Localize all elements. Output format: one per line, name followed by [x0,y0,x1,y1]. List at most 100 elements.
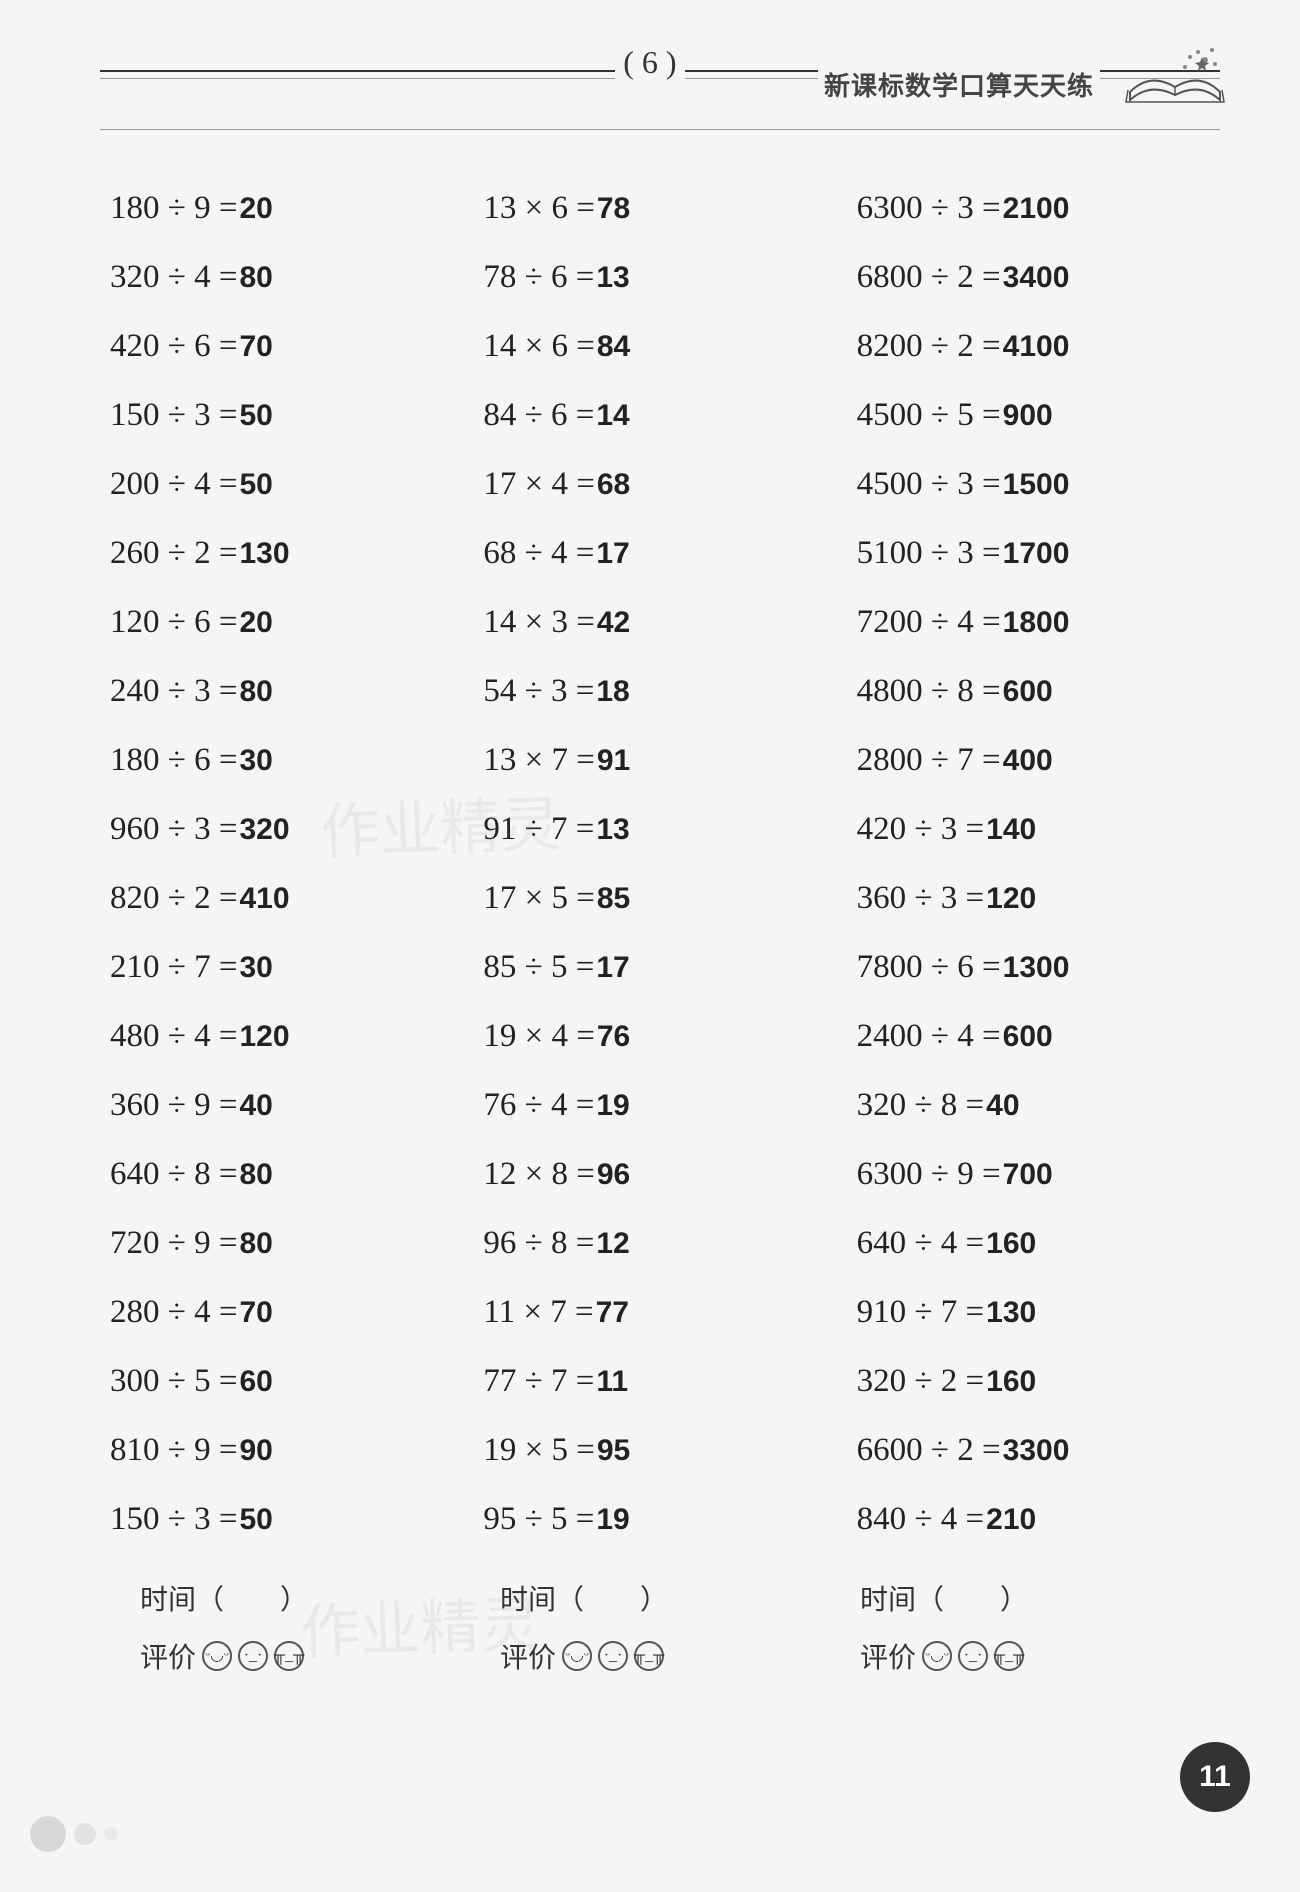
problem-answer: 17 [596,537,629,571]
problem-answer: 90 [239,1434,272,1468]
problem-question: 360 ÷ 9 = [110,1087,237,1124]
math-problem: 13 × 6 =78 [483,190,846,227]
problem-answer: 40 [239,1089,272,1123]
problem-question: 76 ÷ 4 = [483,1087,594,1124]
math-problem: 210 ÷ 7 =30 [110,949,473,986]
problem-question: 6300 ÷ 9 = [857,1156,1001,1193]
sad-icon: ╥_╥ [274,1641,304,1671]
problems-grid: 180 ÷ 9 =20320 ÷ 4 =80420 ÷ 6 =70150 ÷ 3… [100,190,1220,1538]
problem-answer: 13 [596,813,629,847]
problems-column-3: 6300 ÷ 3 =21006800 ÷ 2 =34008200 ÷ 2 =41… [857,190,1220,1538]
dot-icon [104,1827,118,1841]
problem-question: 200 ÷ 4 = [110,466,237,503]
problem-answer: 20 [239,606,272,640]
problem-question: 180 ÷ 6 = [110,742,237,779]
math-problem: 360 ÷ 3 =120 [857,880,1220,917]
eval-label: 评价 [860,1636,916,1676]
decorative-dots [30,1816,118,1852]
problem-answer: 68 [597,468,630,502]
problem-answer: 84 [597,330,630,364]
math-problem: 820 ÷ 2 =410 [110,880,473,917]
math-problem: 320 ÷ 8 =40 [857,1087,1220,1124]
problem-question: 320 ÷ 8 = [857,1087,984,1124]
problem-answer: 600 [1003,675,1053,709]
problem-answer: 14 [596,399,629,433]
time-field: 时间（ ） [140,1578,500,1618]
problem-question: 300 ÷ 5 = [110,1363,237,1400]
math-problem: 2800 ÷ 7 =400 [857,742,1220,779]
math-problem: 320 ÷ 4 =80 [110,259,473,296]
problem-question: 2800 ÷ 7 = [857,742,1001,779]
problem-question: 150 ÷ 3 = [110,1501,237,1538]
problem-answer: 85 [597,882,630,916]
math-problem: 420 ÷ 3 =140 [857,811,1220,848]
math-problem: 360 ÷ 9 =40 [110,1087,473,1124]
math-problem: 300 ÷ 5 =60 [110,1363,473,1400]
problem-question: 14 × 6 = [483,328,594,365]
math-problem: 84 ÷ 6 =14 [483,397,846,434]
math-problem: 17 × 4 =68 [483,466,846,503]
problem-question: 17 × 5 = [483,880,594,917]
problem-answer: 120 [986,882,1036,916]
problem-question: 8200 ÷ 2 = [857,328,1001,365]
math-problem: 6300 ÷ 3 =2100 [857,190,1220,227]
problem-question: 19 × 5 = [483,1432,594,1469]
footer-col-1: 时间（ ） 评价 ᵕ◡ᵕ ·_· ╥_╥ [140,1578,500,1676]
footer-col-3: 时间（ ） 评价 ᵕ◡ᵕ ·_· ╥_╥ [860,1578,1220,1676]
problem-question: 78 ÷ 6 = [483,259,594,296]
problem-question: 68 ÷ 4 = [483,535,594,572]
math-problem: 7800 ÷ 6 =1300 [857,949,1220,986]
problem-question: 84 ÷ 6 = [483,397,594,434]
problem-answer: 18 [596,675,629,709]
math-problem: 91 ÷ 7 =13 [483,811,846,848]
problem-question: 480 ÷ 4 = [110,1018,237,1055]
problem-answer: 1800 [1003,606,1070,640]
problem-answer: 80 [239,1227,272,1261]
page-number: 11 [1199,1760,1231,1794]
problem-answer: 91 [597,744,630,778]
problem-answer: 3400 [1003,261,1070,295]
problem-question: 12 × 8 = [483,1156,594,1193]
math-problem: 280 ÷ 4 =70 [110,1294,473,1331]
problem-question: 2400 ÷ 4 = [857,1018,1001,1055]
math-problem: 12 × 8 =96 [483,1156,846,1193]
problem-question: 19 × 4 = [483,1018,594,1055]
footer-col-2: 时间（ ） 评价 ᵕ◡ᵕ ·_· ╥_╥ [500,1578,860,1676]
problem-question: 820 ÷ 2 = [110,880,237,917]
neutral-icon: ·_· [958,1641,988,1671]
problem-answer: 1700 [1003,537,1070,571]
problem-answer: 50 [239,468,272,502]
math-problem: 6600 ÷ 2 =3300 [857,1432,1220,1469]
problem-answer: 1300 [1003,951,1070,985]
problem-question: 77 ÷ 7 = [483,1363,594,1400]
problem-question: 7200 ÷ 4 = [857,604,1001,641]
problem-answer: 80 [239,261,272,295]
problem-question: 6600 ÷ 2 = [857,1432,1001,1469]
page-header: ( 6 ) 新课标数学口算天天练 [100,70,1220,130]
sad-icon: ╥_╥ [634,1641,664,1671]
math-problem: 640 ÷ 8 =80 [110,1156,473,1193]
problem-answer: 12 [596,1227,629,1261]
time-field: 时间（ ） [860,1578,1220,1618]
problem-question: 420 ÷ 6 = [110,328,237,365]
problem-answer: 130 [239,537,289,571]
math-problem: 5100 ÷ 3 =1700 [857,535,1220,572]
math-problem: 14 × 3 =42 [483,604,846,641]
problem-answer: 20 [239,192,272,226]
problem-question: 150 ÷ 3 = [110,397,237,434]
problem-answer: 80 [239,1158,272,1192]
math-problem: 68 ÷ 4 =17 [483,535,846,572]
math-problem: 6800 ÷ 2 =3400 [857,259,1220,296]
problem-question: 4500 ÷ 5 = [857,397,1001,434]
problem-answer: 96 [597,1158,630,1192]
problem-question: 14 × 3 = [483,604,594,641]
problem-question: 13 × 7 = [483,742,594,779]
problem-question: 13 × 6 = [483,190,594,227]
problem-answer: 11 [596,1365,628,1399]
math-problem: 640 ÷ 4 =160 [857,1225,1220,1262]
problem-question: 11 × 7 = [483,1294,593,1331]
math-problem: 150 ÷ 3 =50 [110,397,473,434]
problem-answer: 600 [1003,1020,1053,1054]
problem-answer: 77 [596,1296,629,1330]
problem-answer: 410 [239,882,289,916]
